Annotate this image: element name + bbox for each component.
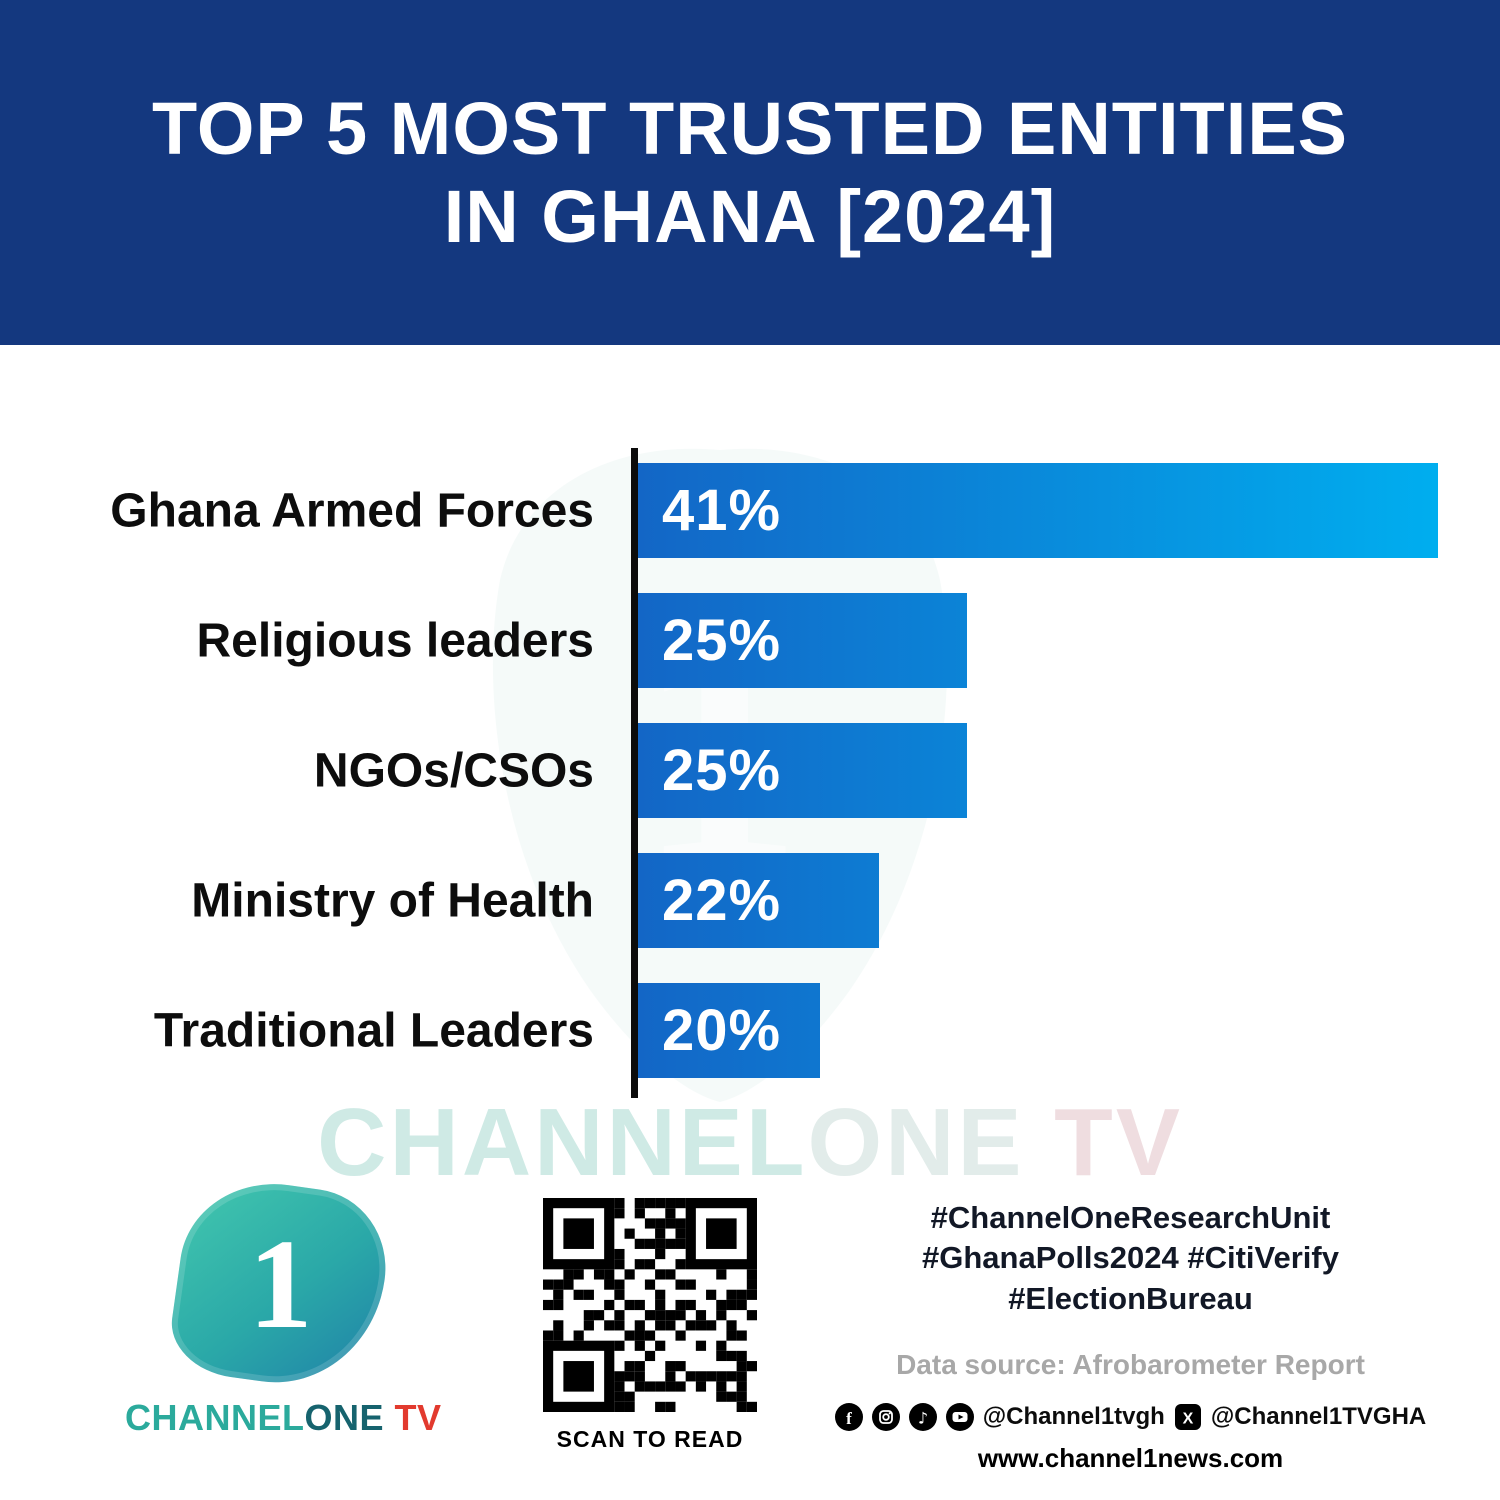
category-label: Religious leaders [196,614,594,667]
bar-value-label: 20% [662,998,782,1063]
bar: 25% [638,593,967,688]
svg-text:♪: ♪ [918,1408,928,1427]
bar-value-label: 41% [662,478,782,543]
svg-text:X: X [1182,1410,1193,1427]
bar-row: Ministry of Health 22% [191,853,1438,948]
wordmark-one: ONE [304,1397,385,1438]
x-icon: X [1174,1403,1201,1430]
tiktok-icon: ♪ [908,1402,937,1431]
hashtag-line-1: #ChannelOneResearchUnit [930,1200,1331,1235]
watermark-one: ONE [807,1089,1025,1196]
bar-row: Ghana Armed Forces 41% [110,463,1438,558]
bar: 41% [638,463,1438,558]
wordmark-tv: TV [384,1397,442,1438]
hashtag-line-3: #ElectionBureau [1008,1280,1253,1316]
hashtags: #ChannelOneResearchUnit #GhanaPolls2024 … [858,1198,1403,1319]
social-row: f ♪ @Channel1tvgh X @Channel [834,1402,1426,1431]
y-axis-line [631,448,638,1098]
svg-text:f: f [846,1409,852,1428]
category-label: Ghana Armed Forces [110,484,594,537]
social-handle-x: @Channel1TVGHA [1210,1402,1427,1430]
qr-block: SCAN TO READ [535,1198,765,1453]
category-label: Ministry of Health [191,874,594,927]
data-source: Data source: Afrobarometer Report [896,1348,1365,1380]
title-line-2: IN GHANA [2024] [443,174,1057,258]
watermark-tv: TV [1024,1089,1183,1196]
category-label: NGOs/CSOs [313,744,594,797]
footer-info: #ChannelOneResearchUnit #GhanaPolls2024 … [834,1198,1426,1474]
website-url: www.channel1news.com [977,1442,1284,1473]
watermark-channel: CHANNEL [317,1089,808,1196]
bar-value-label: 25% [662,608,782,673]
header-banner: TOP 5 MOST TRUSTED ENTITIES IN GHANA [20… [0,0,1500,345]
channel-one-logo: 1 CHANNELONE TV [125,1171,441,1439]
category-label: Traditional Leaders [153,1004,594,1057]
bar-row: NGOs/CSOs 25% [314,723,1438,818]
youtube-icon [945,1402,974,1431]
channel-one-watermark: CHANNELONE TV [0,1088,1500,1198]
qr-caption: SCAN TO READ [556,1426,744,1452]
bar-chart: Ghana Armed Forces 41% Religious leaders 25… [110,463,1438,1078]
instagram-icon [871,1402,900,1431]
bar: 20% [638,983,820,1078]
bar-value-label: 25% [662,738,782,803]
logo-pick-icon: 1 [164,1171,396,1397]
page-title: TOP 5 MOST TRUSTED ENTITIES IN GHANA [20… [152,85,1348,260]
bar-value-label: 22% [662,868,782,933]
social-handle-main: @Channel1tvgh [982,1402,1165,1430]
title-line-1: TOP 5 MOST TRUSTED ENTITIES [151,87,1349,171]
bar-row: Traditional Leaders 20% [154,983,1438,1078]
hashtag-line-2: #GhanaPolls2024 #CitiVerify [922,1240,1339,1276]
logo-wordmark: CHANNELONE TV [125,1397,441,1439]
bar: 22% [638,853,879,948]
facebook-icon: f [834,1402,863,1431]
logo-numeral: 1 [248,1212,312,1355]
bar-row: Religious leaders 25% [197,593,1438,688]
bar: 25% [638,723,967,818]
qr-code [543,1198,757,1412]
wordmark-channel: CHANNEL [125,1397,305,1438]
